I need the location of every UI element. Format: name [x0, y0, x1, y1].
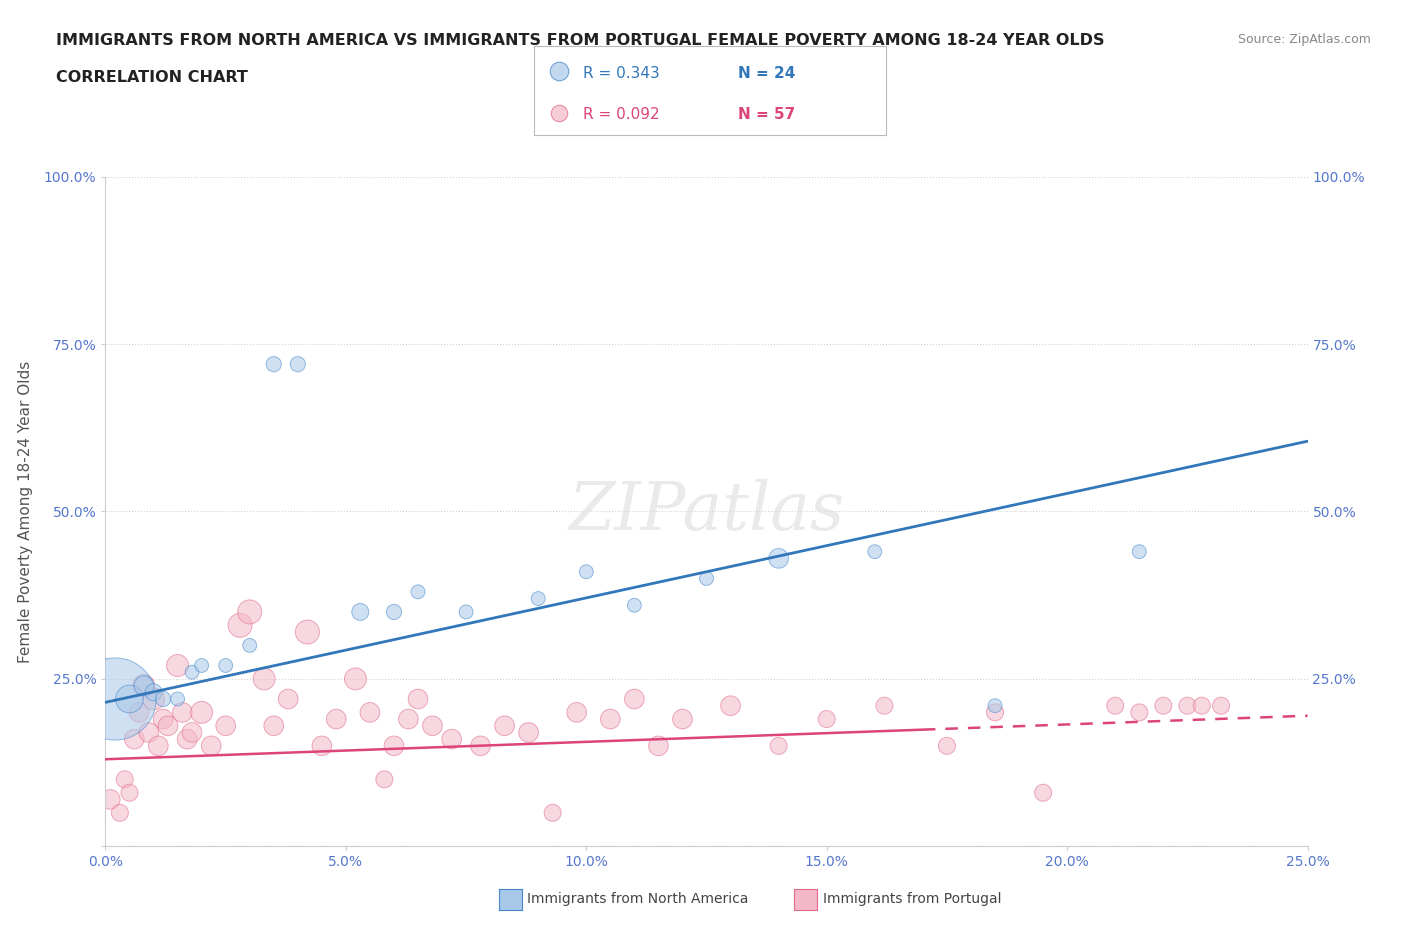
Point [936, 738, 959, 753]
Point [1032, 785, 1054, 800]
Point [118, 692, 141, 707]
Point [359, 705, 381, 720]
Point [190, 705, 212, 720]
Point [454, 604, 477, 619]
Point [440, 732, 463, 747]
Point [984, 698, 1007, 713]
Point [239, 604, 262, 619]
Text: R = 0.092: R = 0.092 [583, 107, 659, 122]
Point [373, 772, 395, 787]
Text: CORRELATION CHART: CORRELATION CHART [56, 70, 247, 85]
Point [527, 591, 550, 606]
Text: R = 0.343: R = 0.343 [583, 65, 661, 81]
Point [396, 711, 419, 726]
Point [815, 711, 838, 726]
Point [142, 684, 165, 699]
Text: Immigrants from North America: Immigrants from North America [527, 892, 748, 907]
Point [344, 671, 367, 686]
Point [181, 725, 204, 740]
Point [253, 671, 276, 686]
Point [1104, 698, 1126, 713]
Point [349, 604, 371, 619]
Point [1128, 705, 1150, 720]
Text: Immigrants from Portugal: Immigrants from Portugal [823, 892, 1001, 907]
Point [229, 618, 252, 632]
Point [422, 718, 444, 733]
Point [138, 725, 160, 740]
Point [172, 705, 194, 720]
Point [623, 598, 645, 613]
Point [214, 718, 236, 733]
Point [1175, 698, 1198, 713]
Point [623, 692, 645, 707]
Point [494, 718, 516, 733]
Point [239, 638, 262, 653]
Point [128, 705, 150, 720]
Point [406, 584, 429, 599]
Point [156, 718, 179, 733]
Point [200, 738, 222, 753]
Point [575, 565, 598, 579]
Point [325, 711, 347, 726]
Point [152, 692, 174, 707]
Point [382, 604, 405, 619]
Point [1152, 698, 1174, 713]
Point [118, 785, 141, 800]
Point [142, 692, 165, 707]
Point [263, 718, 285, 733]
Point [98, 792, 121, 807]
Point [214, 658, 236, 673]
Point [863, 544, 886, 559]
Y-axis label: Female Poverty Among 18-24 Year Olds: Female Poverty Among 18-24 Year Olds [18, 361, 32, 663]
Point [166, 658, 188, 673]
Point [277, 692, 299, 707]
Point [148, 738, 170, 753]
Point [124, 732, 146, 747]
Point [565, 705, 588, 720]
Point [190, 658, 212, 673]
Point [108, 805, 131, 820]
Point [287, 357, 309, 372]
Point [1128, 544, 1150, 559]
Point [297, 625, 319, 640]
Point [768, 551, 790, 565]
Text: ZIPatlas: ZIPatlas [568, 479, 845, 544]
Point [548, 64, 571, 79]
Text: N = 24: N = 24 [738, 65, 796, 81]
Point [311, 738, 333, 753]
Point [984, 705, 1007, 720]
Point [132, 678, 155, 693]
Point [548, 105, 571, 120]
Point [647, 738, 669, 753]
Point [114, 772, 136, 787]
Text: Source: ZipAtlas.com: Source: ZipAtlas.com [1237, 33, 1371, 46]
Point [768, 738, 790, 753]
Point [181, 665, 204, 680]
Point [1191, 698, 1213, 713]
Text: N = 57: N = 57 [738, 107, 796, 122]
Point [696, 571, 718, 586]
Point [176, 732, 198, 747]
Point [263, 357, 285, 372]
Point [104, 692, 127, 707]
Point [873, 698, 896, 713]
Point [152, 711, 174, 726]
Point [132, 678, 155, 693]
Point [720, 698, 742, 713]
Point [517, 725, 540, 740]
Point [671, 711, 693, 726]
Point [1209, 698, 1232, 713]
Point [599, 711, 621, 726]
Point [166, 692, 188, 707]
Point [470, 738, 492, 753]
Point [382, 738, 405, 753]
Point [406, 692, 429, 707]
Text: IMMIGRANTS FROM NORTH AMERICA VS IMMIGRANTS FROM PORTUGAL FEMALE POVERTY AMONG 1: IMMIGRANTS FROM NORTH AMERICA VS IMMIGRA… [56, 33, 1105, 47]
Point [541, 805, 564, 820]
